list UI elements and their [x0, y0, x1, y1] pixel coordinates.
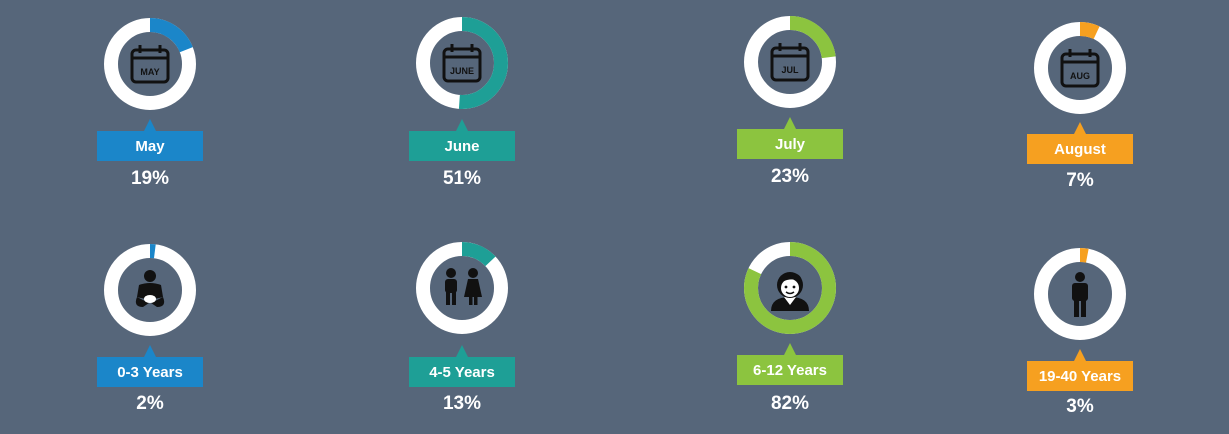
donut-segment-may	[104, 18, 196, 110]
donut-may	[102, 16, 198, 112]
boy-face-icon	[767, 265, 813, 311]
svg-text:JUL: JUL	[781, 65, 799, 75]
donut-segment-july	[744, 16, 836, 108]
donut-chart-june	[416, 17, 508, 109]
calendar-icon: JUL	[767, 39, 813, 85]
percent-value-may: 19%	[130, 168, 170, 189]
donut-june	[414, 15, 510, 111]
calendar-icon: MAY	[127, 41, 173, 87]
donut-segment-6-12-years	[744, 242, 836, 334]
category-label-june: June	[409, 131, 515, 161]
baby-icon	[127, 267, 173, 313]
category-label-4-5-years: 4-5 Years	[409, 357, 515, 387]
category-label-may: May	[97, 131, 203, 161]
donut-segment-august	[1034, 22, 1126, 114]
calendar-icon: JUNE	[439, 40, 485, 86]
donut-july	[742, 14, 838, 110]
svg-text:MAY: MAY	[140, 67, 159, 77]
donut-chart-august	[1034, 22, 1126, 114]
percent-value-19-40-years: 3%	[1066, 396, 1094, 417]
donut-segment-0-3-years	[104, 244, 196, 336]
percent-value-june: 51%	[442, 168, 482, 189]
donut-chart-may	[104, 18, 196, 110]
percent-value-6-12-years: 82%	[770, 393, 810, 414]
percent-value-4-5-years: 13%	[442, 393, 482, 414]
percent-value-july: 23%	[770, 166, 810, 187]
donut-chart-july	[744, 16, 836, 108]
percent-value-august: 7%	[1066, 170, 1094, 191]
category-label-august: August	[1027, 134, 1133, 164]
percent-value-0-3-years: 2%	[136, 393, 164, 414]
category-label-19-40-years: 19-40 Years	[1027, 361, 1133, 391]
donut-segment-june	[416, 17, 508, 109]
calendar-icon: AUG	[1057, 45, 1103, 91]
donut-segment-4-5-years	[416, 242, 508, 334]
donut-chart-4-5-years	[416, 242, 508, 334]
donut-segment-19-40-years	[1034, 248, 1126, 340]
man-icon	[1057, 271, 1103, 317]
donut-august	[1032, 20, 1128, 116]
category-label-6-12-years: 6-12 Years	[737, 355, 843, 385]
svg-text:AUG: AUG	[1070, 71, 1090, 81]
children-icon	[439, 265, 485, 311]
category-label-0-3-years: 0-3 Years	[97, 357, 203, 387]
svg-text:JUNE: JUNE	[450, 66, 474, 76]
category-label-july: July	[737, 129, 843, 159]
donut-4-5-years	[414, 240, 510, 336]
